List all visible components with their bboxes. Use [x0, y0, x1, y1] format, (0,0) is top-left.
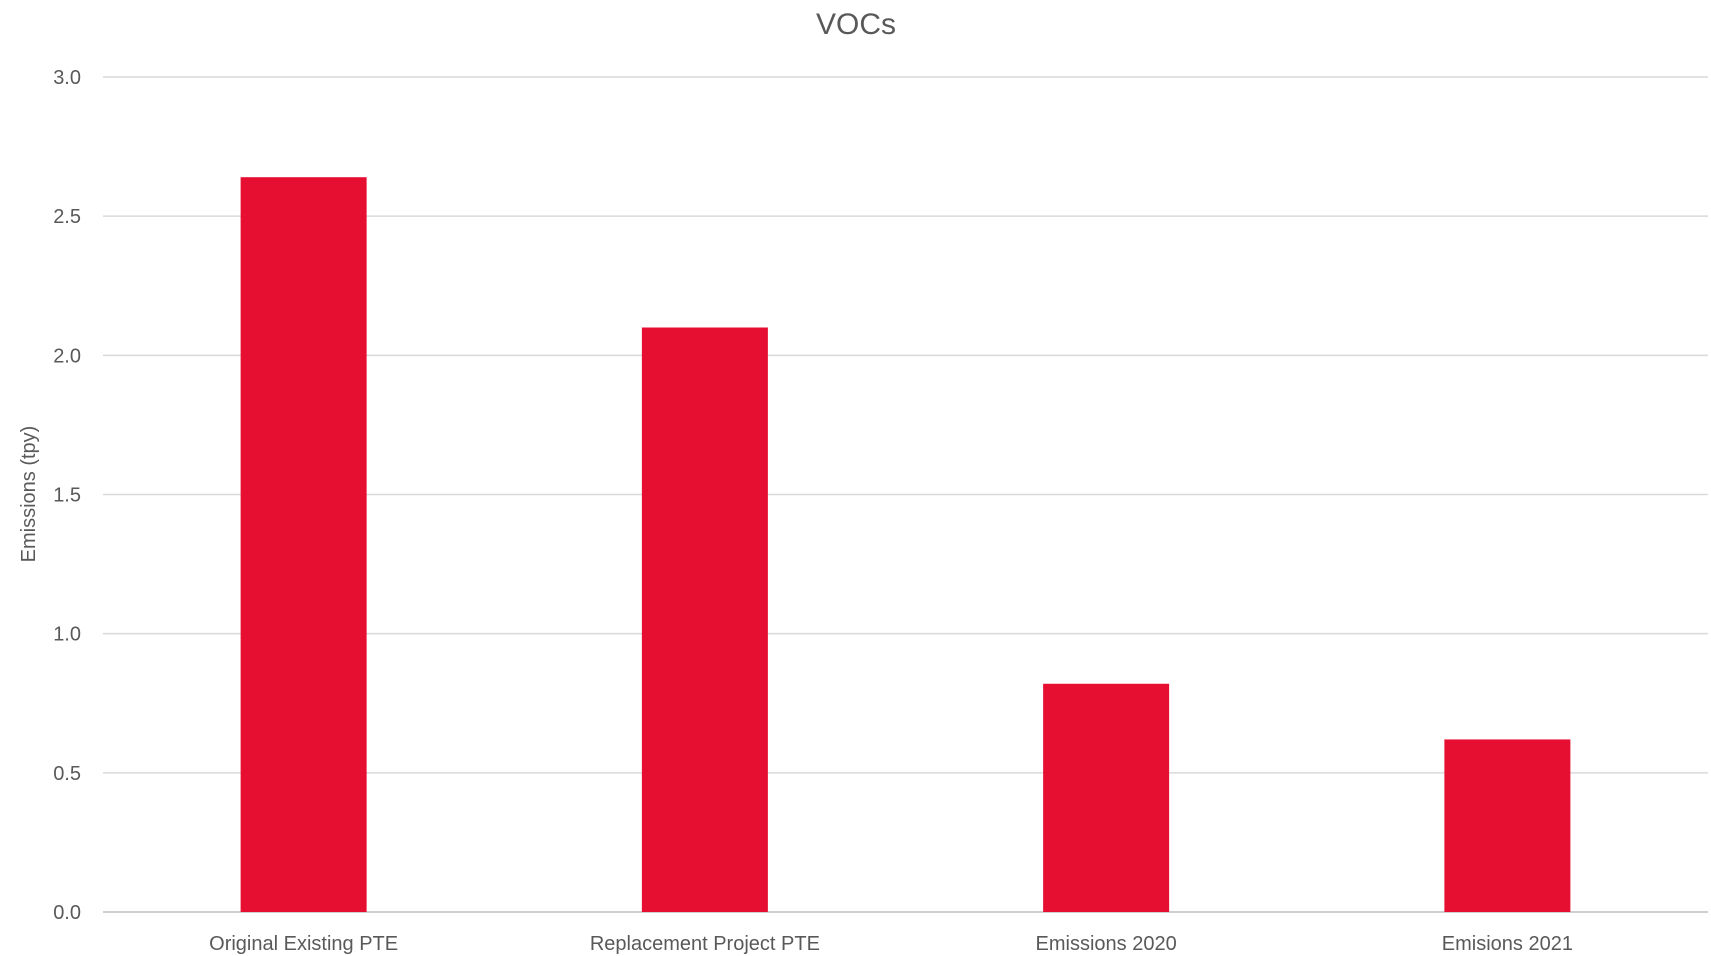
y-tick-label: 0.5 [53, 763, 81, 785]
y-tick-label: 2.0 [53, 345, 81, 367]
y-axis-title: Emissions (tpy) [18, 426, 40, 563]
y-tick-label: 1.0 [53, 624, 81, 646]
x-tick-label: Emissions 2020 [1036, 933, 1177, 955]
x-tick-label: Emisions 2021 [1442, 933, 1573, 955]
y-tick-label: 3.0 [53, 67, 81, 89]
x-axis-ticks: Original Existing PTE Replacement Project… [209, 933, 1573, 955]
y-tick-label: 1.5 [53, 485, 81, 507]
chart-title: VOCs [816, 8, 896, 41]
y-axis-ticks: 0.0 0.5 1.0 1.5 2.0 2.5 3.0 [53, 67, 81, 924]
bar [1043, 683, 1170, 912]
bar [240, 177, 367, 912]
bars [240, 177, 1571, 912]
x-tick-label: Replacement Project PTE [590, 933, 820, 955]
y-tick-label: 2.5 [53, 206, 81, 228]
gridlines [103, 76, 1708, 913]
bar [1444, 739, 1571, 912]
y-tick-label: 0.0 [53, 902, 81, 924]
bar [641, 327, 768, 912]
x-tick-label: Original Existing PTE [209, 933, 398, 955]
